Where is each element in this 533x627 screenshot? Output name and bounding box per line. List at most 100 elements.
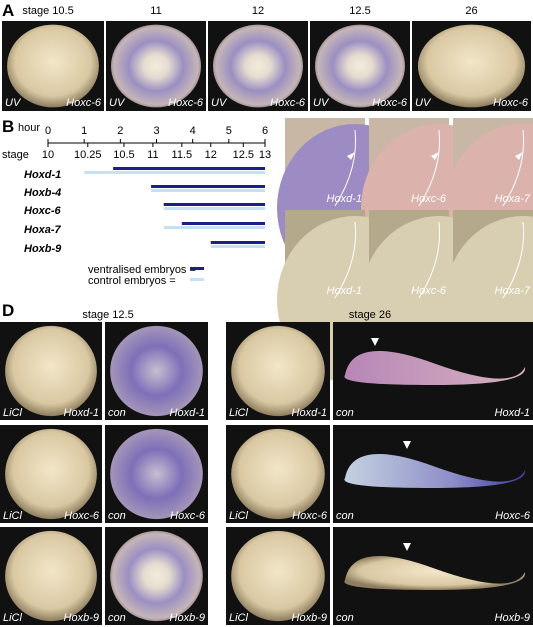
image-label: Hoxc-6 bbox=[495, 510, 531, 522]
bar-ventralised bbox=[210, 241, 265, 244]
stage-tick-label: 11.5 bbox=[172, 149, 193, 161]
image-label: con bbox=[108, 407, 126, 419]
stage-label: 12.5 bbox=[349, 5, 370, 17]
image-label: con bbox=[108, 612, 126, 624]
arrowhead bbox=[431, 152, 439, 160]
stage-label: 26 bbox=[465, 5, 477, 17]
boundary-line bbox=[334, 221, 357, 299]
arrowhead bbox=[403, 441, 411, 449]
image-label: LiCl bbox=[229, 612, 249, 624]
image-label: Hoxc-6 bbox=[372, 97, 408, 109]
embryo bbox=[231, 325, 325, 417]
image-label: Hoxb-9 bbox=[64, 612, 99, 624]
axis-label: stage bbox=[2, 149, 29, 161]
image-label: con bbox=[108, 510, 126, 522]
image-label: Hoxc-6 bbox=[411, 285, 447, 297]
photo bbox=[226, 322, 330, 420]
arrowhead bbox=[403, 543, 411, 551]
photo bbox=[106, 21, 206, 111]
photo bbox=[333, 527, 533, 625]
arrowhead bbox=[371, 338, 379, 346]
photo bbox=[2, 21, 104, 111]
bar-control bbox=[84, 171, 266, 174]
arrowhead bbox=[347, 152, 355, 160]
hour-tick-label: 2 bbox=[117, 125, 123, 137]
image-label: UV bbox=[313, 97, 330, 109]
boundary-line bbox=[418, 221, 441, 299]
gene-label: Hoxc-6 bbox=[24, 205, 62, 217]
image-label: Hoxd-1 bbox=[170, 407, 205, 419]
image-label: Hoxc-6 bbox=[64, 510, 100, 522]
panel-label: D bbox=[2, 301, 14, 320]
image-label: LiCl bbox=[3, 510, 23, 522]
photo bbox=[412, 21, 531, 111]
image-label: con bbox=[336, 612, 354, 624]
photo bbox=[0, 425, 102, 523]
hour-tick-label: 6 bbox=[262, 125, 268, 137]
gene-label: Hoxb-4 bbox=[24, 187, 61, 199]
image-label: Hoxd-1 bbox=[292, 407, 327, 419]
embryo bbox=[110, 325, 203, 417]
photo bbox=[226, 527, 330, 625]
stage-label: 11 bbox=[150, 5, 161, 17]
photo bbox=[105, 527, 208, 625]
legend-label: control embryos = bbox=[88, 275, 176, 287]
photo bbox=[208, 21, 308, 111]
hour-tick-label: 1 bbox=[81, 125, 87, 137]
gene-label: Hoxb-9 bbox=[24, 243, 62, 255]
image-label: Hoxd-1 bbox=[327, 285, 362, 297]
legend-swatch bbox=[190, 267, 204, 270]
image-label: Hoxc-6 bbox=[168, 97, 204, 109]
stage-label: stage 10.5 bbox=[22, 5, 73, 17]
photo bbox=[105, 425, 208, 523]
hour-tick-label: 3 bbox=[153, 125, 159, 137]
stage-label: 12 bbox=[252, 5, 264, 17]
stage-tick-label: 12 bbox=[205, 149, 217, 161]
legend-label: ventralised embryos = bbox=[88, 264, 196, 276]
boundary-line bbox=[334, 129, 357, 207]
hour-tick-label: 5 bbox=[226, 125, 232, 137]
bar-control bbox=[163, 226, 265, 229]
image-label: Hoxb-9 bbox=[170, 612, 205, 624]
image-label: con bbox=[336, 510, 354, 522]
stage-tick-label: 10.5 bbox=[113, 149, 134, 161]
image-label: Hoxc-6 bbox=[493, 97, 529, 109]
image-label: LiCl bbox=[3, 407, 23, 419]
embryo bbox=[344, 555, 526, 590]
image-label: UV bbox=[415, 97, 432, 109]
gene-label: Hoxa-7 bbox=[24, 224, 62, 236]
embryo bbox=[111, 24, 201, 108]
embryo bbox=[315, 24, 405, 108]
photo bbox=[333, 425, 533, 523]
image-label: LiCl bbox=[229, 407, 249, 419]
image-label: Hoxd-1 bbox=[327, 193, 362, 205]
image-label: LiCl bbox=[229, 510, 249, 522]
bar-control bbox=[210, 245, 265, 248]
image-label: Hoxd-1 bbox=[64, 407, 99, 419]
boundary-line bbox=[418, 129, 441, 207]
legend-swatch bbox=[190, 278, 204, 281]
embryo bbox=[110, 530, 203, 622]
panel-label: B bbox=[2, 117, 14, 136]
image-label: Hoxb-9 bbox=[292, 612, 327, 624]
image-label: UV bbox=[109, 97, 126, 109]
hour-tick-label: 4 bbox=[190, 125, 196, 137]
stage-tick-label: 11 bbox=[147, 149, 158, 161]
bar-ventralised bbox=[163, 203, 265, 206]
image-label: con bbox=[336, 407, 354, 419]
embryo bbox=[5, 530, 97, 622]
stage-tick-label: 10.25 bbox=[74, 149, 102, 161]
image-label: Hoxc-6 bbox=[170, 510, 206, 522]
embryo bbox=[231, 428, 325, 520]
photo bbox=[0, 322, 102, 420]
stage-tick-label: 12.5 bbox=[233, 149, 254, 161]
image-label: UV bbox=[211, 97, 228, 109]
image-label: Hoxa-7 bbox=[495, 285, 531, 297]
photo bbox=[105, 322, 208, 420]
image-label: Hoxd-1 bbox=[495, 407, 530, 419]
photo bbox=[0, 527, 102, 625]
embryo bbox=[7, 24, 99, 108]
image-label: Hoxc-6 bbox=[292, 510, 328, 522]
embryo bbox=[5, 325, 97, 417]
